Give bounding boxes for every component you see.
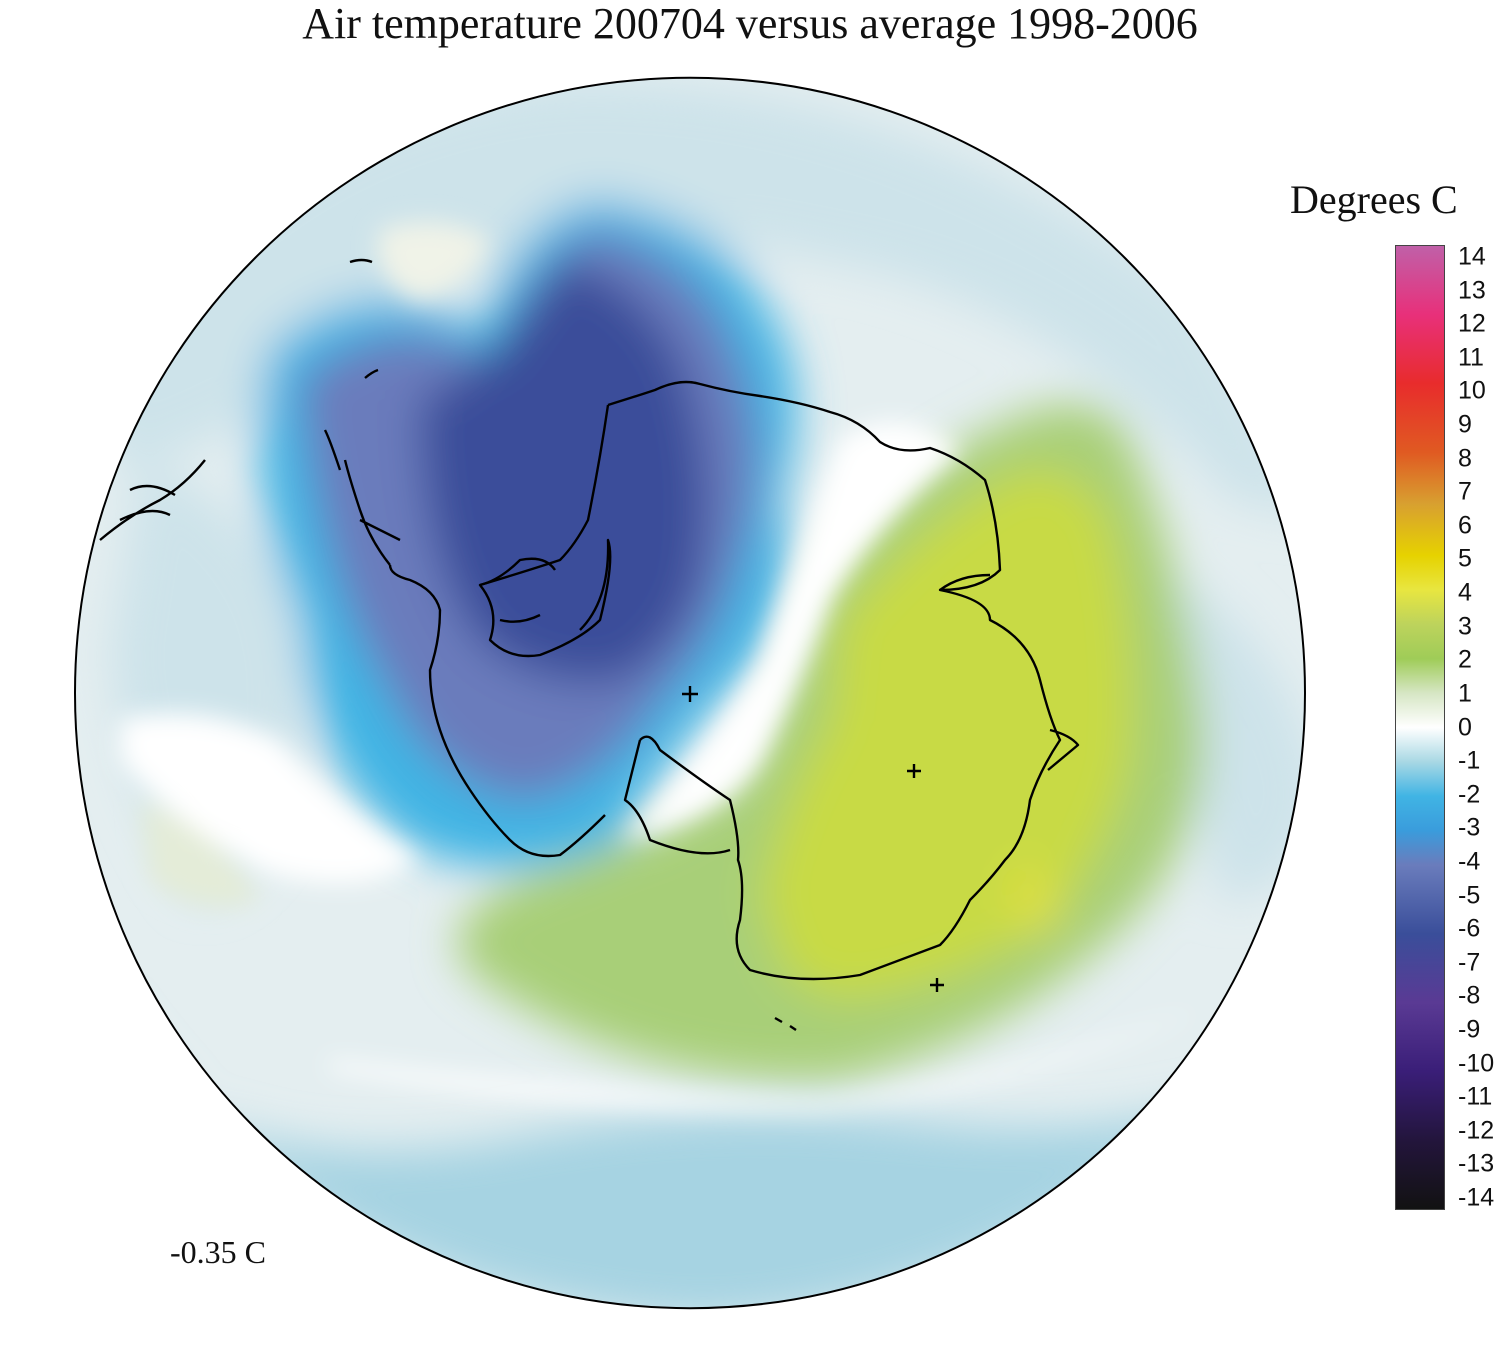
west-antarctica-coast [478,404,612,658]
colorbar-tick-label: 1 [1458,679,1472,708]
colorbar-tick-label: 14 [1458,242,1486,271]
colorbar-tick-label: -14 [1458,1183,1495,1212]
colorbar-tick-label: -1 [1458,746,1481,775]
colorbar-tick-label: 13 [1458,276,1486,305]
colorbar-tick-label: -12 [1458,1116,1495,1145]
marie-byrd-coast [388,564,606,858]
vostok-marker [907,764,921,778]
colorbar-tick-label: 6 [1458,511,1472,540]
south-georgia [364,368,379,379]
map-title: Air temperature 200704 versus average 19… [302,0,1198,48]
amery-ice-shelf [939,573,991,591]
antarctic-peninsula [323,429,401,566]
mean-anomaly-label: -0.35 C [170,1234,266,1270]
colorbar-tick-label: -7 [1458,948,1481,977]
colorbar-tick-label: 12 [1458,309,1486,338]
colorbar-tick-label: 0 [1458,713,1472,741]
ronne-ice-shelf [479,557,556,623]
colorbar-tick-label: -6 [1458,914,1481,943]
circle-outline [74,77,1306,1309]
colorbar-tick-label: 8 [1458,444,1472,473]
colorbar-ticks: 14 13 12 11 10 9 8 7 6 5 4 3 2 1 0 -1 -2 -3 -4 -5 -6 -7 -8 -9 -1… [1458,242,1500,1212]
colorbar-tick-label: 11 [1458,343,1484,372]
colorbar-tick-label: -4 [1458,847,1481,876]
colorbar-tick-label: 2 [1458,645,1472,674]
colorbar-tick-label: 5 [1458,544,1472,573]
colorbar-tick-label: -3 [1458,813,1481,842]
colorbar-tick-label: 10 [1458,376,1486,405]
colorbar-tick-label: 7 [1458,477,1472,506]
south-pole-marker [682,686,698,702]
colorbar-tick-label: -9 [1458,1015,1481,1044]
colorbar [1395,245,1445,1210]
station-markers [682,686,944,992]
colorbar-tick-label: 4 [1458,578,1472,607]
balleny-islands [774,1016,797,1031]
falkland-islands [349,258,373,264]
colorbar-tick-label: -8 [1458,981,1481,1010]
colorbar-tick-label: 3 [1458,612,1472,641]
coastlines [74,77,1306,1309]
colorbar-tick-label: -2 [1458,780,1481,809]
colorbar-tick-label: 9 [1458,410,1472,439]
dome-c-marker [930,978,944,992]
colorbar-tick-label: -11 [1458,1082,1493,1111]
east-antarctica-coast [607,380,1062,981]
colorbar-title: Degrees C [1290,177,1458,222]
colorbar-tick-label: -13 [1458,1149,1495,1178]
ross-ice-shelf-coast [623,739,731,855]
colorbar-tick-label: -5 [1458,881,1481,910]
south-america-tip [99,459,206,541]
colorbar-tick-label: -10 [1458,1049,1495,1078]
shackleton-coast [1047,728,1080,771]
